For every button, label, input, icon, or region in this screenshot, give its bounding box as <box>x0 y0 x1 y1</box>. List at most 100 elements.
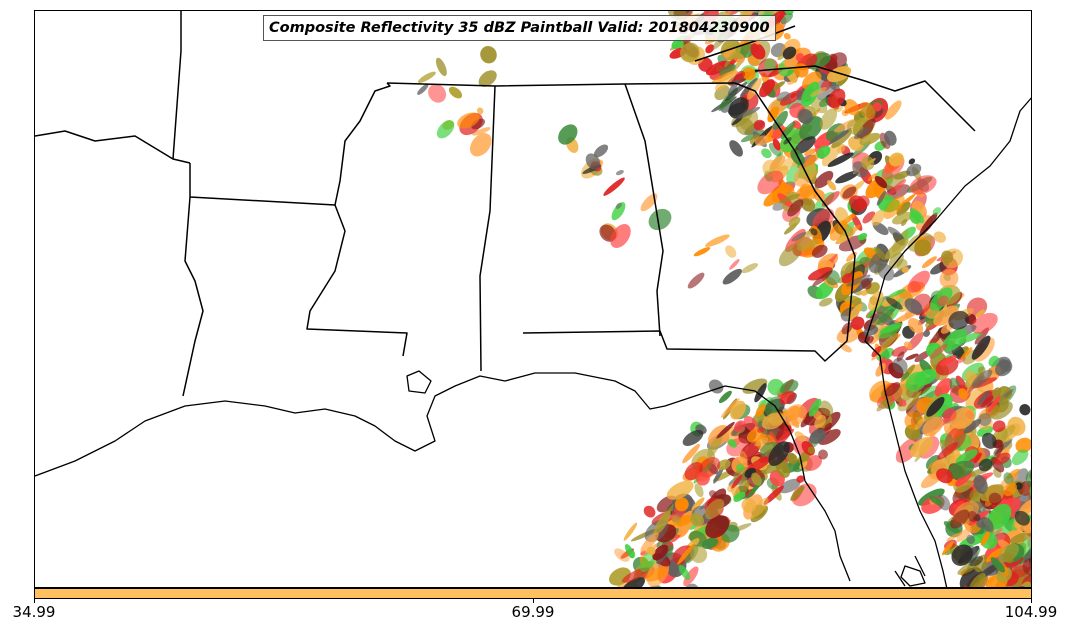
reflectivity-blob <box>888 179 907 196</box>
reflectivity-blob <box>808 398 822 417</box>
map-panel <box>34 10 1032 588</box>
reflectivity-blob <box>593 144 609 158</box>
reflectivity-blob <box>902 371 910 380</box>
reflectivity-blob <box>867 173 878 182</box>
state-border-ar-west <box>35 130 191 164</box>
reflectivity-blob <box>891 211 913 225</box>
reflectivity-blob <box>720 398 740 418</box>
reflectivity-blob <box>728 102 747 116</box>
reflectivity-blob <box>682 443 700 464</box>
reflectivity-blob <box>827 66 852 83</box>
reflectivity-blob <box>876 190 887 206</box>
map-svg <box>35 11 1031 587</box>
reflectivity-blob <box>1019 404 1031 416</box>
reflectivity-blob <box>621 577 646 587</box>
reflectivity-blob <box>614 548 630 562</box>
reflectivity-blob <box>751 497 769 518</box>
reflectivity-blob <box>850 316 865 330</box>
reflectivity-blob <box>909 211 922 224</box>
reflectivity-blob <box>820 400 834 417</box>
reflectivity-blob <box>878 325 901 339</box>
reflectivity-blob <box>821 142 841 167</box>
reflectivity-blob <box>990 401 1013 420</box>
reflectivity-blob <box>933 231 946 243</box>
reflectivity-blob <box>778 242 803 267</box>
reflectivity-blob <box>1023 550 1031 563</box>
state-border-nc-sc <box>754 65 976 132</box>
reflectivity-blob <box>951 544 973 566</box>
reflectivity-blob <box>919 212 938 236</box>
reflectivity-blob <box>694 483 704 498</box>
reflectivity-blob <box>899 399 907 407</box>
reflectivity-blob <box>741 497 757 513</box>
reflectivity-blob <box>914 418 925 431</box>
reflectivity-blob <box>666 480 694 500</box>
reflectivity-blob <box>1016 581 1031 587</box>
reflectivity-blob <box>646 546 656 556</box>
reflectivity-blob <box>705 515 730 539</box>
reflectivity-blob <box>718 390 732 404</box>
colorbar <box>34 588 1032 599</box>
reflectivity-blob <box>794 431 807 443</box>
reflectivity-blob <box>1030 450 1031 462</box>
reflectivity-blob <box>936 494 951 511</box>
reflectivity-blob <box>772 110 788 131</box>
reflectivity-blob <box>735 117 755 136</box>
reflectivity-blob <box>958 331 983 344</box>
reflectivity-blob <box>955 449 978 465</box>
reflectivity-blob <box>988 492 1002 506</box>
state-border-ms-river <box>334 82 391 206</box>
state-border-ar-la <box>189 163 336 206</box>
reflectivity-blob <box>753 119 766 131</box>
reflectivity-blob <box>937 442 959 460</box>
reflectivity-blob <box>695 471 710 486</box>
reflectivity-blob <box>786 453 798 464</box>
state-borders <box>35 11 976 397</box>
reflectivity-blob <box>807 446 816 454</box>
reflectivity-blob <box>640 193 658 212</box>
reflectivity-blob <box>764 58 776 72</box>
state-border-tn-south <box>386 82 736 87</box>
reflectivity-blob <box>783 32 791 40</box>
reflectivity-blob <box>914 239 932 257</box>
reflectivity-blob <box>780 13 793 25</box>
reflectivity-blob <box>799 460 808 470</box>
reflectivity-blob <box>831 129 853 149</box>
reflectivity-blob <box>808 267 833 281</box>
reflectivity-blob <box>761 412 785 430</box>
reflectivity-blob <box>841 273 854 284</box>
reflectivity-blob <box>841 109 850 117</box>
reflectivity-blob <box>803 455 823 471</box>
reflectivity-blob <box>929 495 943 506</box>
reflectivity-blob <box>1003 482 1018 497</box>
reflectivity-blob <box>724 82 748 101</box>
lake-okeechobee <box>900 565 926 587</box>
colorbar-tick-1 <box>533 599 534 603</box>
reflectivity-blob <box>754 437 769 447</box>
reflectivity-blob <box>687 272 705 289</box>
reflectivity-blob <box>722 268 742 285</box>
reflectivity-blob <box>652 544 669 561</box>
reflectivity-blob <box>610 223 631 249</box>
reflectivity-blob <box>707 435 722 458</box>
reflectivity-blob <box>796 475 805 483</box>
map-title: Composite Reflectivity 35 dBZ Paintball … <box>263 15 776 41</box>
reflectivity-blob <box>814 415 826 429</box>
reflectivity-blob <box>883 195 905 220</box>
reflectivity-blob <box>993 452 1011 465</box>
reflectivity-blob <box>683 566 699 587</box>
reflectivity-blob <box>615 202 622 209</box>
reflectivity-blob <box>969 556 984 567</box>
reflectivity-blob <box>971 335 991 360</box>
state-border-ms-al <box>479 85 496 372</box>
colorbar-tick-label-mid: 69.99 <box>511 603 555 621</box>
reflectivity-blob <box>754 383 767 403</box>
reflectivity-blob <box>716 421 735 439</box>
reflectivity-blob <box>903 341 913 350</box>
reflectivity-blob <box>884 130 897 146</box>
reflectivity-blob <box>727 439 738 448</box>
reflectivity-blob <box>810 87 827 97</box>
reflectivity-blob <box>875 362 886 377</box>
reflectivity-blob <box>674 497 689 512</box>
reflectivity-blob <box>776 460 791 478</box>
